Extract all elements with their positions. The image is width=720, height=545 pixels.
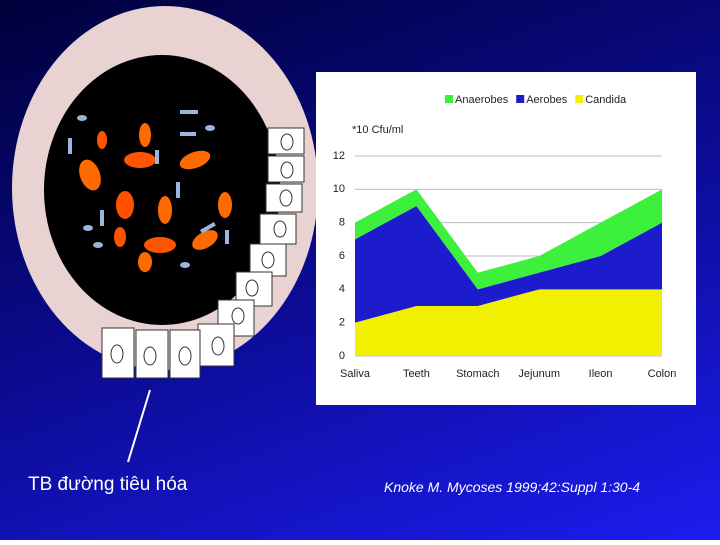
y-tick-label: 8: [339, 217, 345, 229]
x-tick-label: Teeth: [403, 368, 430, 380]
legend-swatch: [575, 95, 584, 103]
intestine-illustration: [12, 6, 318, 463]
lumen: [44, 55, 280, 325]
y-tick-label: 12: [333, 150, 345, 162]
epithelial-cells: [101, 127, 305, 379]
legend-swatch: [516, 95, 525, 103]
legend-swatch: [445, 95, 453, 103]
x-tick-label: Jejunum: [518, 368, 560, 380]
pointer-line: [127, 389, 151, 463]
x-tick-label: Saliva: [340, 368, 371, 380]
x-tick-label: Ileon: [589, 368, 613, 380]
chart: *10 Cfu/ml 0 2 4 6 8 10 12 Saliva Teeth Stomach Je…: [316, 72, 696, 405]
citation: Knoke M. Mycoses 1999;42:Suppl 1:30-4: [384, 479, 640, 495]
area: [355, 206, 662, 323]
y-tick-label: 6: [339, 250, 345, 262]
legend-label: Anaerobes: [455, 94, 509, 106]
y-tick-label: 2: [339, 317, 345, 329]
legend-label: Candida: [585, 94, 627, 106]
y-axis-label: *10 Cfu/ml: [352, 124, 403, 136]
x-tick-label: Colon: [648, 368, 677, 380]
caption: TB đường tiêu hóa: [28, 474, 188, 495]
x-tick-label: Stomach: [456, 368, 499, 380]
y-tick-label: 10: [333, 183, 345, 195]
area: [355, 189, 662, 290]
legend-label: Aerobes: [526, 94, 567, 106]
bacteria: [68, 110, 232, 272]
y-tick-label: 0: [339, 350, 345, 362]
y-tick-label: 4: [339, 283, 345, 295]
